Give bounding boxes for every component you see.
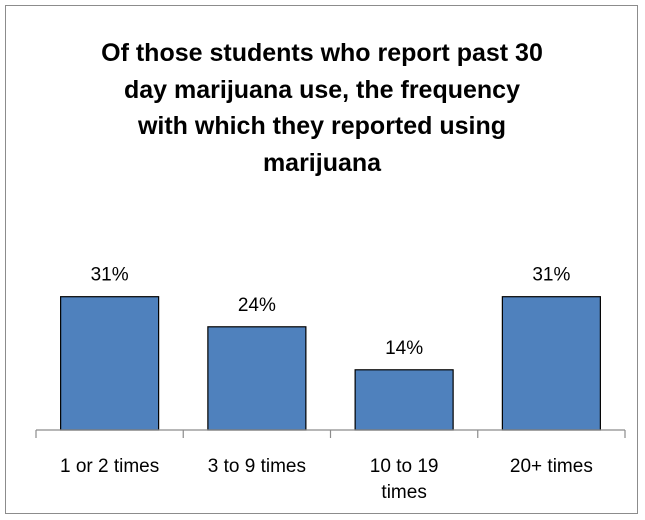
bar <box>354 369 454 431</box>
chart-title-line: with which they reported using <box>137 112 506 140</box>
chart-title-line: Of those students who report past 30 <box>101 39 543 67</box>
data-label: 24% <box>238 295 276 316</box>
chart-title: Of those students who report past 30 day … <box>101 39 543 177</box>
chart-title-line: marijuana <box>263 149 382 177</box>
data-label: 14% <box>385 338 423 359</box>
x-axis-ticks <box>35 430 626 438</box>
data-label: 31% <box>91 265 129 286</box>
chart-title-line: day marijuana use, the frequency <box>124 76 520 104</box>
x-tick-label: 1 or 2 times <box>60 456 159 477</box>
x-tick-label: 3 to 9 times <box>208 456 306 477</box>
bar <box>207 326 307 431</box>
x-tick-label: 20+ times <box>510 456 593 477</box>
bar <box>60 296 160 431</box>
x-tick-label: 10 to 19 <box>370 456 439 477</box>
data-labels: 31% 24% 14% 31% <box>91 265 571 359</box>
x-axis-tick-labels: 1 or 2 times 3 to 9 times 10 to 19 times 20+… <box>60 456 593 503</box>
bars <box>60 296 601 431</box>
bar <box>501 296 601 431</box>
x-tick-label: times <box>381 482 426 503</box>
data-label: 31% <box>532 265 570 286</box>
